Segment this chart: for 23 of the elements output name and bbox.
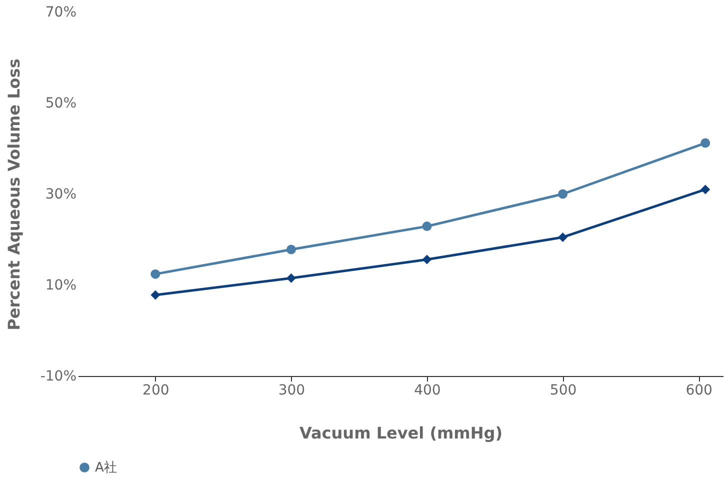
x-tick-label: 200 — [142, 382, 170, 398]
y-tick-label: 50% — [45, 96, 76, 112]
x-axis-title: Vacuum Level (mmHg) — [299, 424, 503, 442]
x-tick-label: 600 — [686, 382, 712, 398]
point — [558, 232, 568, 242]
y-tick-label: 10% — [45, 278, 76, 294]
x-tick-label: 400 — [414, 382, 441, 398]
point — [700, 138, 710, 148]
point — [286, 244, 296, 254]
y-tick-label: 30% — [45, 186, 76, 202]
point — [422, 222, 432, 232]
point — [150, 269, 160, 279]
point — [558, 189, 568, 199]
y-axis-title: Percent Aqueous Volume Loss — [4, 58, 24, 330]
point — [150, 290, 160, 300]
y-tick-label: -10% — [40, 368, 76, 384]
x-tick-label: 500 — [550, 382, 577, 398]
point — [286, 273, 296, 283]
point — [422, 254, 432, 264]
point — [700, 184, 710, 194]
legend-label: A社 — [95, 460, 117, 476]
x-tick-label: 300 — [278, 382, 306, 398]
y-tick-label: 70% — [45, 4, 76, 20]
